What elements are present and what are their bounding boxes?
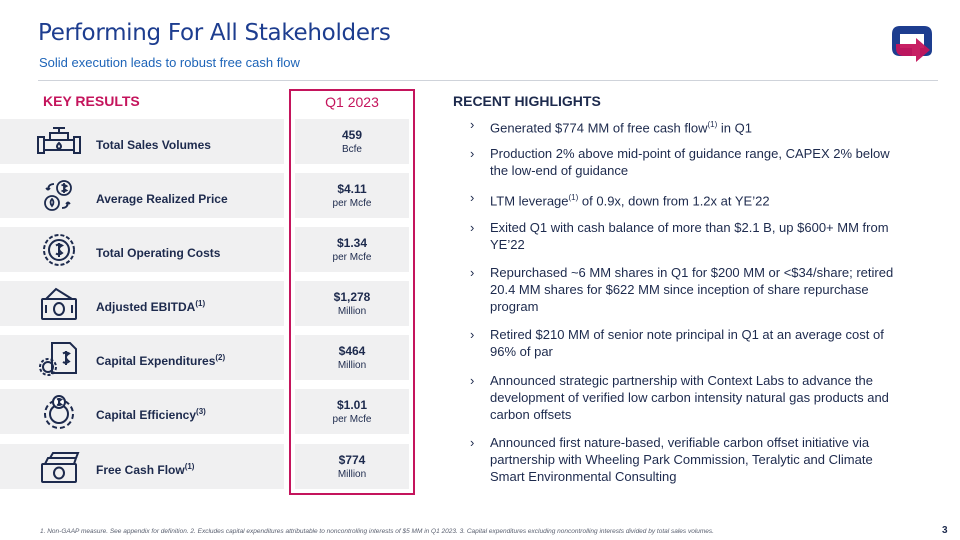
key-result-value: $1.01	[336, 398, 368, 412]
key-result-label: Free Cash Flow(1)	[96, 462, 195, 477]
header-divider	[38, 80, 938, 81]
chevron-right-icon: ›	[470, 220, 475, 235]
page-subtitle: Solid execution leads to robust free cas…	[39, 55, 300, 70]
price-exchange-icon	[44, 180, 72, 211]
key-result-label: Adjusted EBITDA(1)	[96, 299, 206, 314]
key-result-unit: Million	[337, 469, 367, 480]
key-result-row: Free Cash Flow(1) $774 Million	[0, 444, 440, 489]
key-result-unit: per Mcfe	[332, 414, 372, 425]
cash-stack-icon	[41, 452, 80, 483]
period-heading: Q1 2023	[325, 94, 379, 110]
cash-icon	[41, 287, 77, 320]
key-results-heading: KEY RESULTS	[43, 93, 140, 109]
cost-cycle-icon	[43, 234, 75, 266]
highlights-heading: RECENT HIGHLIGHTS	[453, 93, 601, 109]
key-result-label: Total Operating Costs	[96, 246, 221, 260]
key-result-row: Capital Expenditures(2) $464 Million	[0, 335, 440, 380]
key-result-value: 459	[341, 128, 363, 142]
key-result-value: $1.34	[336, 236, 368, 250]
key-result-value: $774	[338, 453, 366, 467]
chevron-right-icon: ›	[470, 373, 475, 388]
key-result-unit: per Mcfe	[332, 252, 372, 263]
key-result-unit: per Mcfe	[332, 198, 372, 209]
key-result-row: Total Operating Costs $1.34 per Mcfe	[0, 227, 440, 272]
pipeline-icon	[37, 127, 81, 154]
key-result-unit: Million	[337, 306, 367, 317]
footnote: 1. Non-GAAP measure. See appendix for de…	[40, 528, 714, 535]
page-number: 3	[942, 525, 948, 536]
key-result-value: $464	[338, 344, 366, 358]
key-result-row: Average Realized Price $4.11 per Mcfe	[0, 173, 440, 218]
key-result-unit: Bcfe	[341, 144, 362, 155]
key-result-row: Adjusted EBITDA(1) $1,278 Million	[0, 281, 440, 326]
key-result-unit: Million	[337, 360, 367, 371]
key-result-label: Total Sales Volumes	[96, 138, 211, 152]
chevron-right-icon: ›	[470, 146, 475, 161]
chevron-right-icon: ›	[470, 265, 475, 280]
key-result-value: $4.11	[337, 182, 367, 196]
company-logo-icon	[892, 26, 932, 62]
key-result-label: Capital Efficiency(3)	[96, 407, 206, 422]
chevron-right-icon: ›	[470, 190, 475, 205]
key-result-label: Average Realized Price	[96, 192, 228, 206]
key-result-row: Total Sales Volumes 459 Bcfe	[0, 119, 440, 164]
key-result-row: Capital Efficiency(3) $1.01 per Mcfe	[0, 389, 440, 434]
page-title: Performing For All Stakeholders	[38, 20, 391, 46]
period-highlight-box	[289, 89, 415, 495]
capex-document-icon	[39, 342, 77, 376]
key-result-label: Capital Expenditures(2)	[96, 353, 226, 368]
chevron-right-icon: ›	[470, 117, 475, 132]
chevron-right-icon: ›	[470, 435, 475, 450]
gear-dollar-icon	[44, 395, 74, 429]
key-result-value: $1,278	[333, 290, 371, 304]
chevron-right-icon: ›	[470, 327, 475, 342]
